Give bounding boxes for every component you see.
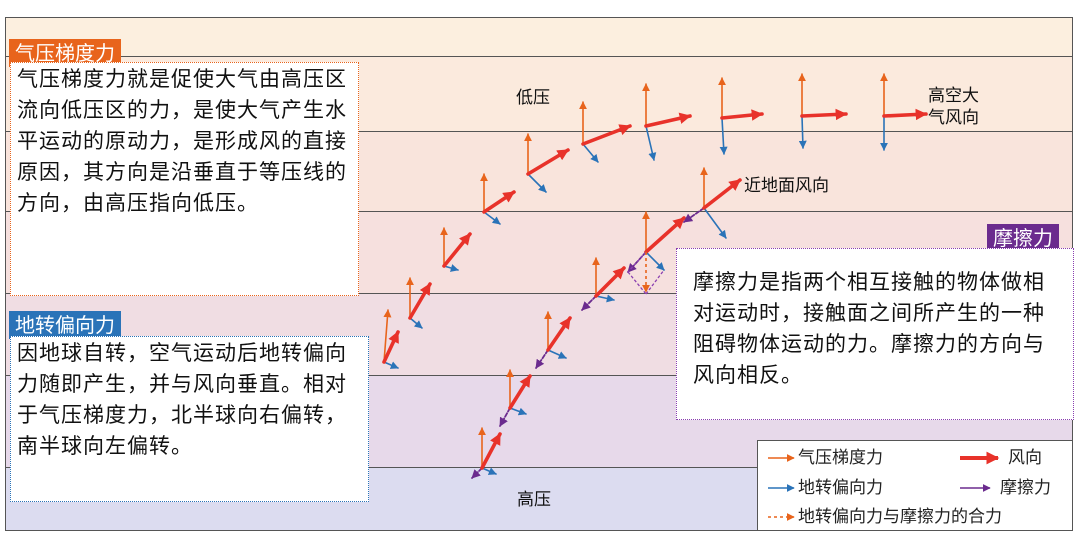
legend-gradient-label: 气压梯度力	[798, 448, 883, 468]
surface-coriolis-arrow-1	[509, 407, 527, 416]
upper-wind-arrow-8	[800, 108, 848, 121]
surface-wind-arrow-1	[508, 374, 532, 410]
resultant-parallelogram	[627, 251, 665, 295]
upper-wind-arrow-7	[720, 109, 764, 121]
surface-friction-arrow-3	[581, 295, 597, 311]
upper-wind-arrow-9	[882, 108, 928, 121]
surface-coriolis-arrow-2	[547, 349, 567, 359]
upper-coriolis-arrow-7	[719, 117, 728, 155]
upper-coriolis-arrow-6	[645, 125, 657, 161]
upper-coriolis-arrow-8	[798, 115, 807, 149]
upper-gradient-arrow-0	[383, 309, 392, 363]
legend: 气压梯度力 风向 地转偏向力 摩擦力 地转偏向力与摩擦力的合力	[757, 440, 1073, 531]
surface-friction-arrow-2	[535, 349, 549, 369]
legend-resultant-label: 地转偏向力与摩擦力的合力	[798, 507, 1002, 527]
upper-coriolis-arrow-2	[443, 264, 459, 272]
surface-wind-arrow-2	[546, 316, 572, 352]
surface-wind-arrow-0	[480, 432, 502, 470]
upper-wind-label: 高空大 气风向	[928, 86, 979, 128]
pressure-gradient-description: 气压梯度力就是促使大气由高压区流向低压区的力，是使大气产生水平运动的原动力，是形…	[10, 62, 359, 296]
coriolis-tag: 地转偏向力	[9, 311, 121, 339]
legend-wind-label: 风向	[1008, 448, 1042, 468]
coriolis-description: 因地球自转，空气运动后地转偏向力随即产生，并与风向垂直。相对于气压梯度力，北半球…	[10, 336, 369, 502]
surface-friction-arrow-0	[471, 467, 483, 479]
surface-coriolis-arrow-0	[481, 467, 497, 475]
surface-wind-arrow-3	[594, 266, 626, 298]
surface-friction-arrow-5	[683, 207, 705, 223]
surface-wind-label: 近地面风向	[744, 176, 829, 196]
legend-friction-label: 摩擦力	[1000, 478, 1051, 498]
surface-friction-arrow-1	[499, 407, 511, 427]
high-pressure-label: 高压	[517, 490, 551, 510]
upper-coriolis-arrow-3	[483, 211, 501, 225]
legend-coriolis-label: 地转偏向力	[798, 478, 883, 498]
upper-air-force-arrows	[382, 73, 928, 369]
low-pressure-label: 低压	[516, 88, 550, 108]
surface-wind-arrow-4	[644, 216, 686, 254]
upper-coriolis-arrow-5	[582, 143, 599, 163]
friction-description: 摩擦力是指两个相互接触的物体做相对运动时，接触面之间所产生的一种阻碍物体运动的力…	[676, 248, 1074, 420]
friction-tag: 摩擦力	[987, 224, 1059, 252]
surface-coriolis-arrow-4	[645, 251, 665, 271]
surface-coriolis-arrow-3	[595, 294, 615, 303]
upper-coriolis-arrow-1	[409, 317, 423, 329]
legend-swatches	[768, 451, 1000, 521]
surface-force-arrows	[471, 167, 742, 479]
upper-wind-arrow-0	[382, 330, 400, 364]
surface-wind-arrow-5	[702, 178, 742, 210]
upper-wind-arrow-1	[408, 282, 432, 320]
surface-coriolis-arrow-5	[703, 207, 727, 239]
upper-wind-arrow-6	[644, 112, 692, 128]
upper-coriolis-arrow-4	[527, 173, 547, 193]
upper-coriolis-arrow-0	[383, 361, 399, 369]
isobar-band-1	[6, 18, 1072, 57]
upper-wind-arrow-2	[442, 232, 472, 268]
upper-wind-arrow-3	[482, 190, 516, 214]
upper-wind-arrow-4	[526, 148, 570, 176]
upper-wind-arrow-5	[581, 124, 632, 146]
